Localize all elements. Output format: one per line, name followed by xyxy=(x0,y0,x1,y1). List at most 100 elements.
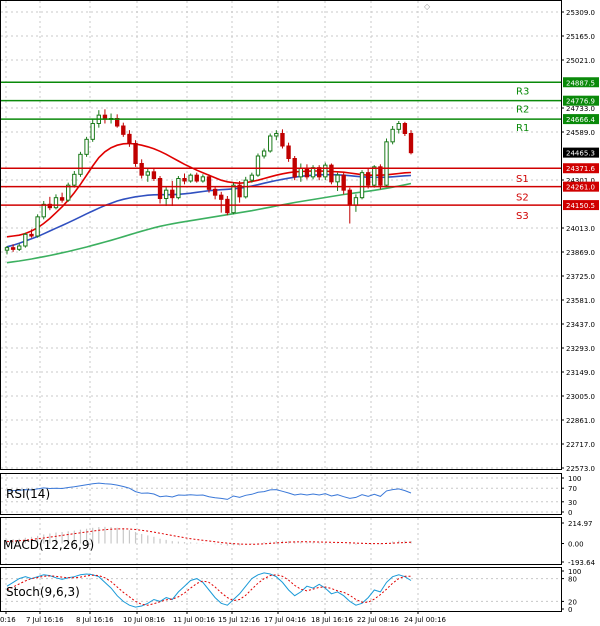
candle-body xyxy=(23,233,28,247)
candle-body xyxy=(84,138,89,155)
candle-body xyxy=(243,179,248,198)
candle xyxy=(335,172,340,191)
candle xyxy=(10,244,16,252)
candle-body xyxy=(304,168,310,178)
stoch-tick-label: 20 xyxy=(568,598,577,606)
candle xyxy=(53,194,59,210)
candle xyxy=(176,176,181,200)
rsi-axis: 100 70 30 0 xyxy=(561,475,581,517)
level-price-r3: 24887.5 xyxy=(566,79,595,87)
price-tick-label: 23293.0 xyxy=(566,345,595,353)
candle xyxy=(310,165,316,180)
price-tick-label: 23581.0 xyxy=(566,297,595,305)
level-price-box-s1 xyxy=(563,163,599,174)
current-price-label: 24465.3 xyxy=(566,150,595,158)
candle xyxy=(384,138,389,187)
chart-menu-icon[interactable]: ◇ xyxy=(420,2,438,11)
rsi-grid xyxy=(1,474,561,514)
candle-body xyxy=(163,189,169,200)
candle xyxy=(157,176,163,204)
candle xyxy=(121,122,126,137)
time-tick-label: 24 Jul 00:16 xyxy=(404,616,447,624)
price-axis: 25309.0 25165.0 25021.0 24733.0 24589.0 24301… xyxy=(561,9,595,473)
candle-body xyxy=(212,188,218,196)
level-price-s1: 24371.6 xyxy=(566,165,595,173)
price-tick-label: 25165.0 xyxy=(566,33,595,41)
candle-body xyxy=(219,194,224,200)
time-tick-label: 18 Jul 16:16 xyxy=(311,616,354,624)
level-price-box-r1 xyxy=(563,114,599,125)
time-tick-label: 22 Jul 08:16 xyxy=(357,616,400,624)
price-tick-label: 25309.0 xyxy=(566,9,595,17)
candle-body xyxy=(384,141,389,186)
price-tick-label: 23869.0 xyxy=(566,249,595,257)
candle xyxy=(365,168,371,189)
candle xyxy=(163,186,169,206)
candle xyxy=(59,192,65,203)
rsi-tick-label: 70 xyxy=(568,485,577,493)
candle xyxy=(323,162,328,181)
candle-body xyxy=(372,166,377,186)
candle xyxy=(133,140,138,167)
price-tick-label: 22861.0 xyxy=(566,417,595,425)
candle xyxy=(4,246,10,255)
time-tick-label: 8 Jul 16:16 xyxy=(76,616,114,624)
candle xyxy=(390,126,395,145)
macd-panel: 214.97 0.00 -193.64 MACD(12,26,9) xyxy=(0,517,596,567)
moving-average-line-3 xyxy=(6,182,412,264)
time-axis: 0:16 7 Jul 16:16 8 Jul 16:16 10 Jul 08:16 11… xyxy=(0,611,447,624)
candle xyxy=(237,181,242,203)
candle-body xyxy=(261,150,267,157)
candle-body xyxy=(274,133,279,137)
candle-body xyxy=(35,216,40,237)
candle xyxy=(127,130,132,147)
candle xyxy=(200,174,206,183)
rsi-tick-label: 30 xyxy=(568,499,577,507)
candle xyxy=(145,167,150,182)
macd-label: MACD(12,26,9) xyxy=(3,538,94,552)
stoch-lines xyxy=(6,572,412,608)
rsi-panel-frame xyxy=(0,473,562,515)
price-tick-label: 24733.0 xyxy=(566,105,595,113)
level-price-r1: 24666.4 xyxy=(566,116,595,124)
stoch-label: Stoch(9,6,3) xyxy=(6,585,80,599)
candle-body xyxy=(206,176,212,190)
candle xyxy=(408,130,414,155)
candle xyxy=(66,182,71,202)
level-label-r1: R1 xyxy=(516,123,529,134)
candle-body xyxy=(127,133,132,144)
candle-body xyxy=(59,197,65,201)
candle-body xyxy=(329,164,334,183)
candle-body xyxy=(121,125,126,135)
macd-axis: 214.97 0.00 -193.64 xyxy=(561,520,596,567)
candle-body xyxy=(78,153,83,175)
candle-body xyxy=(170,189,175,199)
price-tick-label: 24589.0 xyxy=(566,129,595,137)
candlesticks xyxy=(4,109,414,255)
rsi-series xyxy=(6,482,412,500)
level-label-s2: S2 xyxy=(516,193,529,204)
macd-tick-label: 0.00 xyxy=(568,541,584,549)
price-panel-frame xyxy=(0,0,562,470)
pivot-levels: R3 24887.5 R2 24776.9 R1 24666.4 S1 24371.6 S2 24… xyxy=(1,77,599,222)
candle xyxy=(90,119,95,142)
candle xyxy=(182,173,187,185)
macd-tick-label: -193.64 xyxy=(568,559,596,567)
candle-body xyxy=(402,123,408,134)
candle xyxy=(249,172,255,183)
candle-body xyxy=(188,174,193,182)
rsi-panel: 100 70 30 0 RSI(14) xyxy=(0,473,581,517)
candle-body xyxy=(133,143,138,164)
candle-body xyxy=(268,135,273,152)
level-label-s3: S3 xyxy=(516,211,529,222)
candle-body xyxy=(66,184,71,201)
candle xyxy=(219,191,224,213)
price-tick-label: 23725.0 xyxy=(566,273,595,281)
candle-body xyxy=(157,178,163,199)
candle-body xyxy=(10,247,16,250)
candle xyxy=(84,136,89,157)
candle xyxy=(286,142,291,162)
